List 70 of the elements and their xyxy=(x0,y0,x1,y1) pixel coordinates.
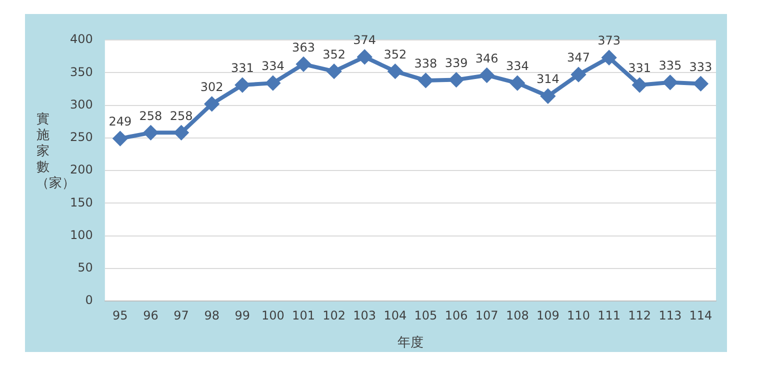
data-label: 335 xyxy=(658,58,682,73)
point xyxy=(174,126,188,140)
x-tick-label: 102 xyxy=(322,308,346,322)
data-label: 373 xyxy=(598,34,621,48)
x-tick-label: 110 xyxy=(567,308,590,322)
y-tick-label: 150 xyxy=(70,195,93,210)
data-label: 352 xyxy=(322,47,346,62)
y-tick-label: 0 xyxy=(85,293,93,308)
x-tick-label: 101 xyxy=(292,308,315,322)
data-label: 314 xyxy=(536,72,560,86)
x-tick-label: 106 xyxy=(444,308,468,322)
point xyxy=(113,132,128,146)
y-tick-label: 50 xyxy=(78,260,93,274)
y-tick-label: 300 xyxy=(70,97,93,112)
x-tick-label: 108 xyxy=(506,308,529,322)
point xyxy=(510,76,524,90)
x-tick-label: 95 xyxy=(112,308,128,322)
x-axis-title: 年度 xyxy=(397,334,424,351)
point xyxy=(388,64,402,78)
y-tick-label: 400 xyxy=(70,32,93,46)
point xyxy=(449,72,464,87)
x-tick-label: 109 xyxy=(536,308,560,322)
point xyxy=(602,50,616,65)
point xyxy=(418,73,433,88)
point xyxy=(632,78,647,92)
x-tick-label: 114 xyxy=(689,308,712,322)
point xyxy=(266,76,280,90)
x-tick-label: 100 xyxy=(262,308,284,322)
x-tick-label: 112 xyxy=(628,308,652,322)
point xyxy=(327,64,342,78)
data-label: 374 xyxy=(353,33,376,48)
data-label: 346 xyxy=(475,51,498,66)
data-label: 331 xyxy=(230,61,254,76)
data-label: 258 xyxy=(170,108,193,123)
data-label: 334 xyxy=(506,59,529,74)
x-tick-label: 97 xyxy=(174,308,189,322)
point xyxy=(144,126,158,140)
data-label: 339 xyxy=(444,56,468,70)
data-label: 352 xyxy=(384,47,407,62)
data-label: 363 xyxy=(292,40,315,54)
x-tick-label: 98 xyxy=(204,308,220,322)
x-tick-label: 99 xyxy=(234,308,250,322)
point xyxy=(540,89,555,104)
data-label: 338 xyxy=(414,56,438,71)
data-label: 331 xyxy=(628,61,652,76)
x-tick-label: 111 xyxy=(598,308,621,322)
y-tick-label: 350 xyxy=(70,64,93,79)
x-tick-label: 105 xyxy=(414,308,438,322)
x-tick-label: 104 xyxy=(384,308,407,322)
point xyxy=(296,57,311,72)
y-tick-label: 100 xyxy=(70,228,93,242)
point xyxy=(663,75,678,90)
y-tick-label: 250 xyxy=(70,130,93,144)
x-tick-label: 103 xyxy=(353,308,376,322)
data-label: 258 xyxy=(139,108,162,123)
data-label: 334 xyxy=(262,59,284,74)
point xyxy=(358,50,372,64)
point xyxy=(572,68,586,82)
point xyxy=(694,76,708,91)
point xyxy=(204,96,219,111)
point xyxy=(235,78,250,92)
x-tick-label: 107 xyxy=(475,308,498,322)
y-tick-label: 200 xyxy=(70,162,93,177)
data-label: 249 xyxy=(108,114,132,129)
data-label: 347 xyxy=(567,50,590,65)
data-label: 302 xyxy=(200,80,224,94)
data-label: 333 xyxy=(689,60,712,74)
x-tick-label: 96 xyxy=(143,308,158,322)
point xyxy=(480,68,494,82)
x-tick-label: 113 xyxy=(658,308,682,322)
